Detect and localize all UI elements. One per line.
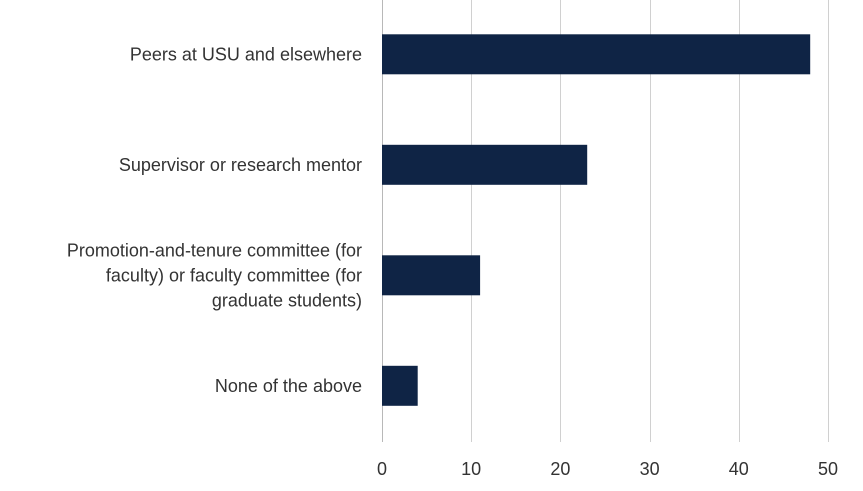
category-label-line: Supervisor or research mentor <box>119 155 362 175</box>
category-label-line: None of the above <box>215 376 362 396</box>
bar-2 <box>382 144 588 185</box>
category-labels: Peers at USU and elsewhere Supervisor or … <box>67 44 362 396</box>
x-tick-label-30: 30 <box>640 459 660 479</box>
category-label-1: Peers at USU and elsewhere <box>130 44 362 64</box>
x-tick-label-50: 50 <box>818 459 838 479</box>
category-label-3: Promotion-and-tenure committee (for facul… <box>67 240 362 310</box>
bars <box>382 34 811 406</box>
category-label-line: faculty) or faculty committee (for <box>106 265 362 285</box>
x-axis-tick-labels: 0 10 20 30 40 50 <box>377 459 838 479</box>
x-tick-label-20: 20 <box>550 459 570 479</box>
bar-3 <box>382 255 481 296</box>
category-label-line: Promotion-and-tenure committee (for <box>67 240 362 260</box>
bar-1 <box>382 34 811 75</box>
category-label-2: Supervisor or research mentor <box>119 155 362 175</box>
x-tick-label-0: 0 <box>377 459 387 479</box>
category-label-line: graduate students) <box>212 290 362 310</box>
x-tick-label-10: 10 <box>461 459 481 479</box>
x-tick-label-40: 40 <box>729 459 749 479</box>
category-label-4: None of the above <box>215 376 362 396</box>
category-label-line: Peers at USU and elsewhere <box>130 44 362 64</box>
bar-4 <box>382 365 418 406</box>
